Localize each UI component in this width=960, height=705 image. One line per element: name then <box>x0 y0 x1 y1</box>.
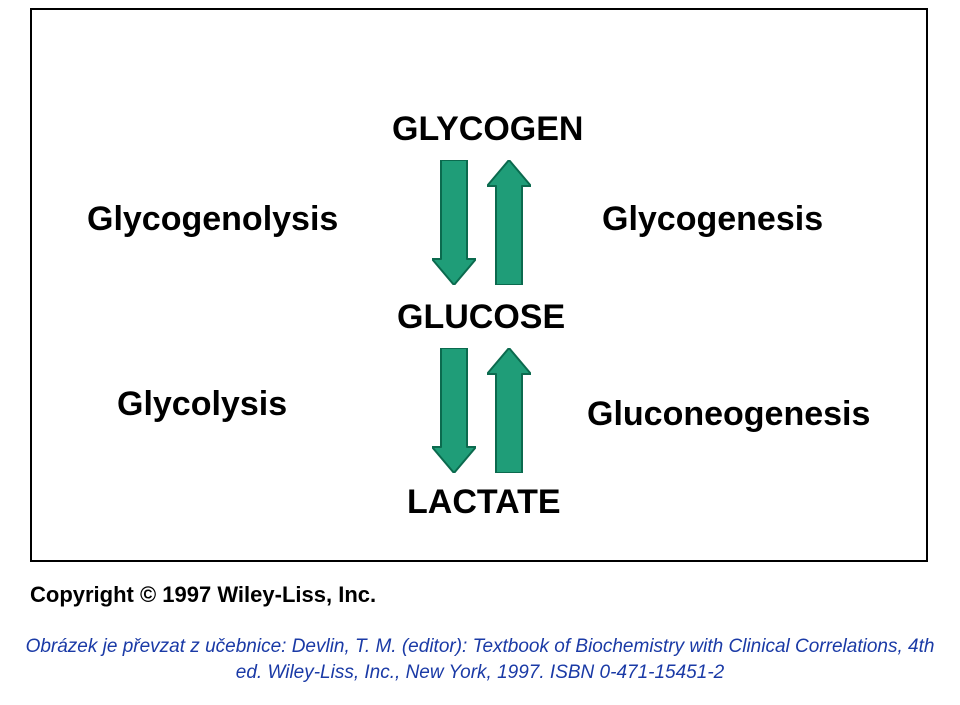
arrow-glucose-to-glycogen <box>487 160 531 285</box>
caption-line-1: Obrázek je převzat z učebnice: Devlin, T… <box>0 636 960 658</box>
arrow-glucose-to-lactate <box>432 348 476 473</box>
node-gluconeogenesis: Gluconeogenesis <box>587 395 870 434</box>
diagram-frame: GLYCOGEN Glycogenolysis Glycogenesis GLU… <box>30 8 928 562</box>
node-glycogen: GLYCOGEN <box>392 110 583 149</box>
node-glycolysis: Glycolysis <box>117 385 287 424</box>
node-glycogenesis: Glycogenesis <box>602 200 823 239</box>
node-glycogenolysis: Glycogenolysis <box>87 200 338 239</box>
copyright-text: Copyright © 1997 Wiley-Liss, Inc. <box>30 582 376 608</box>
arrow-glycogen-to-glucose <box>432 160 476 285</box>
node-lactate: LACTATE <box>407 483 561 522</box>
arrow-lactate-to-glucose <box>487 348 531 473</box>
page: GLYCOGEN Glycogenolysis Glycogenesis GLU… <box>0 0 960 705</box>
caption-line-2: ed. Wiley-Liss, Inc., New York, 1997. IS… <box>0 662 960 684</box>
node-glucose: GLUCOSE <box>397 298 565 337</box>
